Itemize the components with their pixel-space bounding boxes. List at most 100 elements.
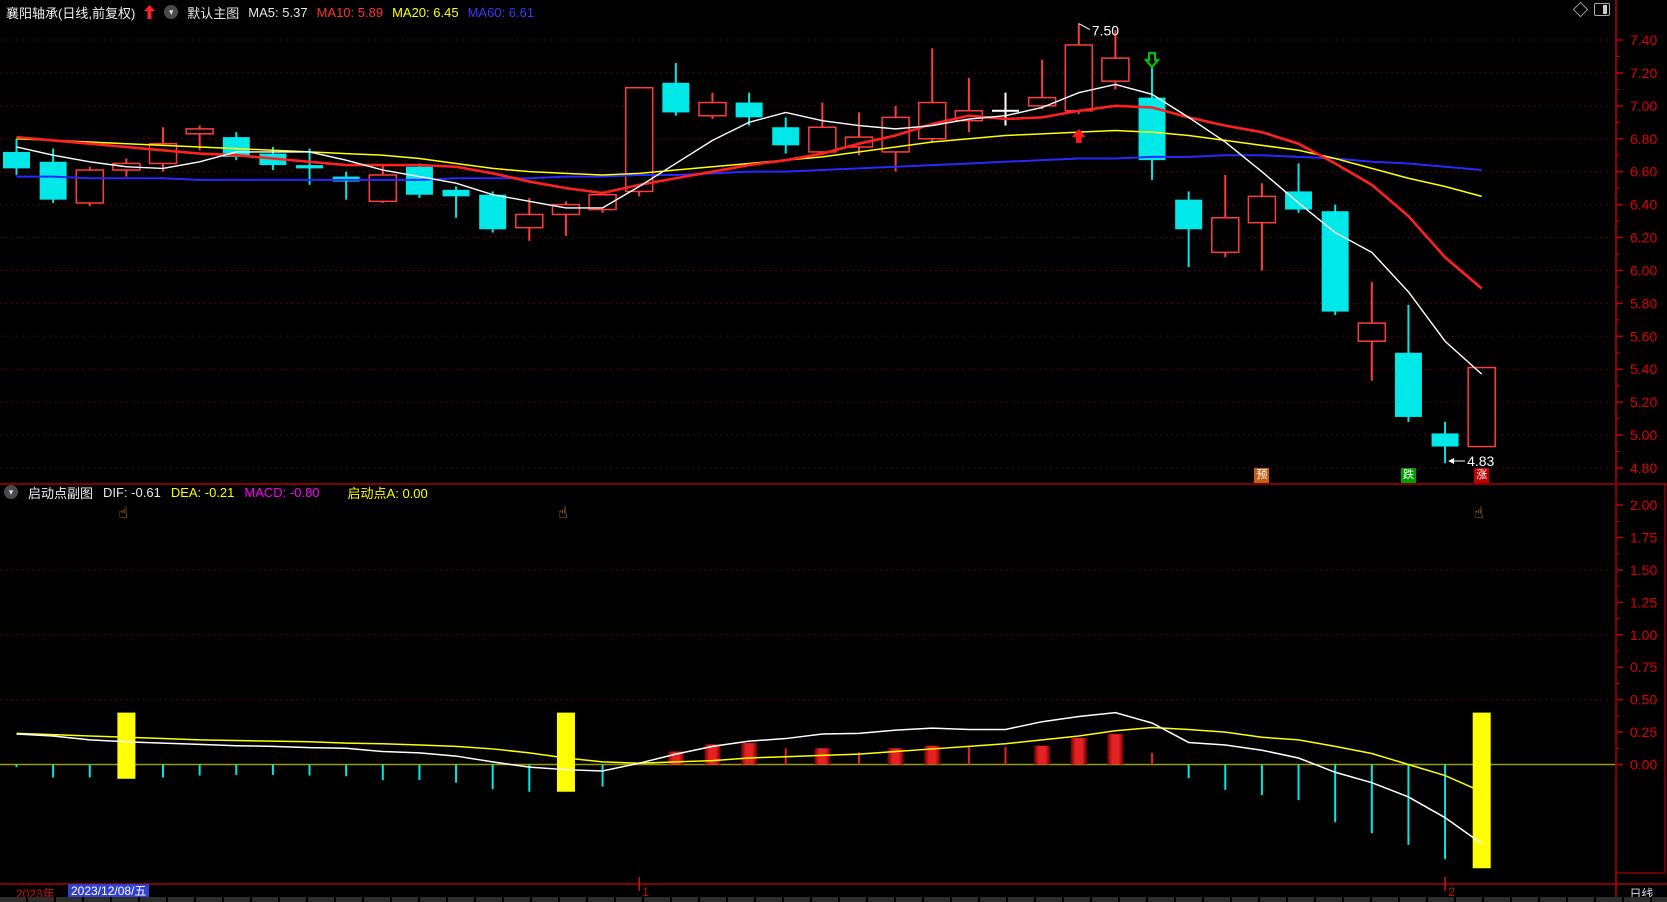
candle-down [442, 189, 470, 197]
macd-bar-up [1070, 737, 1087, 765]
split-panel-icon[interactable] [1594, 3, 1610, 16]
sub-axis-tick-label: 0.25 [1630, 724, 1657, 740]
indicator-flag: 预 [1254, 468, 1270, 483]
main-axis-tick-label: 6.20 [1630, 230, 1657, 246]
sub-indicator-chevron-down-icon[interactable]: ▾ [4, 485, 18, 499]
candle-up [185, 128, 214, 135]
candle-down [1431, 433, 1459, 447]
candle-down [296, 165, 324, 169]
macd-bar-up [1034, 745, 1051, 765]
main-view-label[interactable]: 默认主图 [187, 5, 240, 21]
dea-value: DEA: -0.21 [170, 484, 235, 500]
trend-up-arrow-icon [144, 5, 156, 19]
sub-axis-frame [1615, 483, 1666, 874]
candle-up [1101, 57, 1130, 82]
ma5-label: MA5: 5.37 [248, 4, 308, 20]
macd-bar-up [704, 744, 721, 765]
indicator-flag: 涨 [1474, 468, 1490, 483]
sub-axis-tick-label: 2.00 [1630, 497, 1657, 513]
candle-up [1247, 195, 1277, 224]
ma60-line [16, 154, 1482, 181]
candle-up [551, 203, 581, 216]
candle-up [1357, 322, 1387, 342]
candle-down [1175, 199, 1203, 230]
candle-up [1027, 96, 1057, 107]
main-axis-tick-label: 6.40 [1630, 197, 1657, 213]
sub-indicator-header: ▾ 启动点副图 DIF: -0.61 DEA: -0.21 MACD: -0.8… [4, 484, 428, 501]
main-axis-tick-label: 5.00 [1630, 427, 1657, 443]
low-annotation: 4.83 [1467, 453, 1494, 469]
signal-bar [117, 712, 136, 779]
qidongdian-value: 启动点A: 0.00 [347, 485, 428, 501]
candle-down [3, 151, 30, 169]
candle-down [1394, 352, 1422, 417]
macd-value: MACD: -0.80 [244, 484, 320, 500]
ma10-line [16, 104, 1483, 290]
main-axis-tick-label: 7.40 [1630, 32, 1657, 48]
candle-up [1064, 44, 1094, 112]
candle-up [698, 101, 727, 117]
candle-up [515, 213, 544, 229]
month-marker: 1 [642, 885, 649, 899]
sub-axis-tick-label: 0.00 [1630, 757, 1657, 773]
candle-down [1285, 191, 1313, 210]
main-axis-tick-label: 7.20 [1630, 65, 1657, 81]
main-axis-tick-label: 5.60 [1630, 328, 1657, 344]
candle-up [588, 193, 617, 211]
sub-axis-tick-label: 1.50 [1630, 562, 1657, 578]
signal-bar [1472, 712, 1491, 869]
dea-line [16, 726, 1483, 793]
buy-arrow-icon [1071, 128, 1086, 143]
candle-up [1211, 217, 1240, 254]
candle-down [735, 102, 763, 118]
macd-bar-up [741, 743, 758, 765]
main-axis-tick-label: 6.80 [1630, 131, 1657, 147]
dif-line [16, 711, 1483, 845]
stock-title: 襄阳轴承(日线,前复权) [6, 5, 136, 21]
sub-axis-tick-label: 0.75 [1630, 659, 1657, 675]
ma60-label: MA60: 6.61 [467, 4, 535, 20]
sub-axis-tick-label: 1.00 [1630, 627, 1657, 643]
candle-down [772, 127, 800, 146]
ma5-line [16, 83, 1483, 375]
candle-up [808, 126, 837, 153]
main-axis-tick-label: 6.00 [1630, 262, 1657, 278]
candle-doji [992, 109, 1020, 112]
ma10-label: MA10: 5.89 [316, 4, 384, 20]
sub-axis-tick-label: 1.75 [1630, 530, 1657, 546]
macd-bar-up [814, 748, 831, 765]
main-view-chevron-down-icon[interactable]: ▾ [164, 5, 179, 19]
signal-bar [556, 712, 575, 792]
sub-axis-tick-label: 0.50 [1630, 692, 1657, 708]
diamond-icon[interactable] [1572, 1, 1589, 18]
current-date-field[interactable]: 2023/12/08/五 [68, 884, 150, 898]
main-axis-tick-label: 5.20 [1630, 394, 1657, 410]
indicator-flag: 跌 [1400, 468, 1416, 483]
candle-up [1467, 366, 1496, 448]
main-axis-tick-label: 7.00 [1630, 98, 1657, 114]
month-marker: 2 [1448, 885, 1455, 899]
toolbar-right-icons [1572, 1, 1610, 18]
main-axis-tick-label: 5.80 [1630, 295, 1657, 311]
main-axis-tick-label: 6.60 [1630, 164, 1657, 180]
candle-up [844, 136, 874, 148]
candle-up [75, 169, 105, 204]
main-axis-tick-label: 5.40 [1630, 361, 1657, 377]
sub-axis-tick-label: 1.25 [1630, 594, 1657, 610]
signal-hand-icon: ☝ [118, 505, 129, 522]
sub-indicator-name[interactable]: 启动点副图 [28, 485, 94, 501]
main-axis-tick-label: 4.80 [1630, 460, 1657, 476]
ma20-label: MA20: 6.45 [392, 4, 459, 20]
candle-up [148, 142, 178, 165]
candle-down [39, 161, 67, 200]
candle-down [662, 82, 690, 113]
ma20-line [16, 129, 1482, 198]
toolbar: 襄阳轴承(日线,前复权) ▾ 默认主图 MA5: 5.37 MA10: 5.89… [0, 0, 1616, 24]
high-annotation: 7.50 [1092, 23, 1119, 39]
sell-arrow-icon [1143, 52, 1161, 69]
signal-hand-icon: ☝ [557, 505, 568, 522]
dif-value: DIF: -0.61 [103, 484, 161, 500]
candle-down [1321, 211, 1349, 312]
